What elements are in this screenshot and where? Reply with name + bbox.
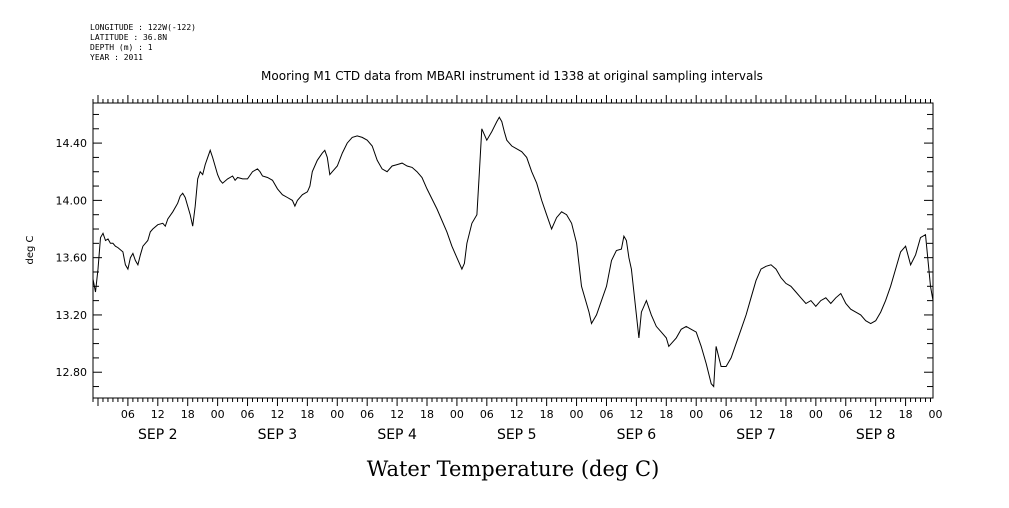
x-tick-label: 18 [899, 408, 913, 421]
chart-title: Mooring M1 CTD data from MBARI instrumen… [261, 69, 763, 83]
x-tick-label: 12 [390, 408, 404, 421]
day-label: SEP 4 [377, 427, 417, 443]
x-tick-label: 18 [659, 408, 673, 421]
x-tick-label: 18 [420, 408, 434, 421]
x-tick-label: 06 [241, 408, 255, 421]
y-tick-label: 12.80 [56, 366, 88, 379]
x-tick-label: 12 [270, 408, 284, 421]
x-tick-label: 00 [809, 408, 823, 421]
day-label: SEP 7 [736, 427, 776, 443]
y-tick-label: 13.60 [56, 252, 88, 265]
chart-header-metadata: LONGITUDE : 122W(-122) LATITUDE : 36.8N … [90, 23, 196, 62]
x-tick-label: 06 [599, 408, 613, 421]
x-tick-label: 12 [510, 408, 524, 421]
latitude-label: LATITUDE : 36.8N [90, 33, 167, 42]
x-tick-label: 18 [300, 408, 314, 421]
x-tick-label: 06 [839, 408, 853, 421]
x-tick-label: 06 [719, 408, 733, 421]
plot-frame [92, 102, 934, 399]
y-tick-label: 14.40 [56, 137, 88, 150]
x-tick-label: 12 [749, 408, 763, 421]
x-tick-label: 12 [151, 408, 165, 421]
x-tick-label: 00 [211, 408, 225, 421]
day-label: SEP 3 [258, 427, 298, 443]
x-tick-label: 06 [360, 408, 374, 421]
day-labels: SEP 2 SEP 3 SEP 4 SEP 5 SEP 6 SEP 7 SEP 8 [138, 427, 895, 443]
x-tick-label: 06 [480, 408, 494, 421]
series-line [92, 116, 934, 388]
x-tick-label: 12 [629, 408, 643, 421]
longitude-label: LONGITUDE : 122W(-122) [90, 23, 196, 32]
day-label: SEP 8 [856, 427, 896, 443]
day-label: SEP 2 [138, 427, 178, 443]
x-tick-label: 06 [121, 408, 135, 421]
x-tick-label: 00 [689, 408, 703, 421]
y-tick-label: 14.00 [56, 194, 88, 207]
y-tick-labels: 12.80 13.20 13.60 14.00 14.40 [56, 137, 88, 379]
y-axis-label: deg C [25, 235, 36, 264]
x-tick-label: 18 [540, 408, 554, 421]
x-tick-label: 18 [181, 408, 195, 421]
year-label: YEAR : 2011 [90, 53, 143, 62]
axis-ticks [92, 95, 933, 406]
day-label: SEP 5 [497, 427, 537, 443]
y-tick-label: 13.20 [56, 309, 88, 322]
x-axis-label: Water Temperature (deg C) [367, 457, 660, 481]
x-tick-label: 00 [928, 408, 942, 421]
x-tick-label: 00 [330, 408, 344, 421]
depth-label: DEPTH (m) : 1 [90, 43, 153, 52]
x-tick-label: 18 [779, 408, 793, 421]
x-tick-labels: 06 12 18 00 06 12 18 00 06 12 18 00 06 12 18 00 06 12 18 00… [121, 408, 943, 421]
day-label: SEP 6 [617, 427, 657, 443]
x-tick-label: 00 [450, 408, 464, 421]
x-tick-label: 00 [570, 408, 584, 421]
x-tick-label: 12 [869, 408, 883, 421]
